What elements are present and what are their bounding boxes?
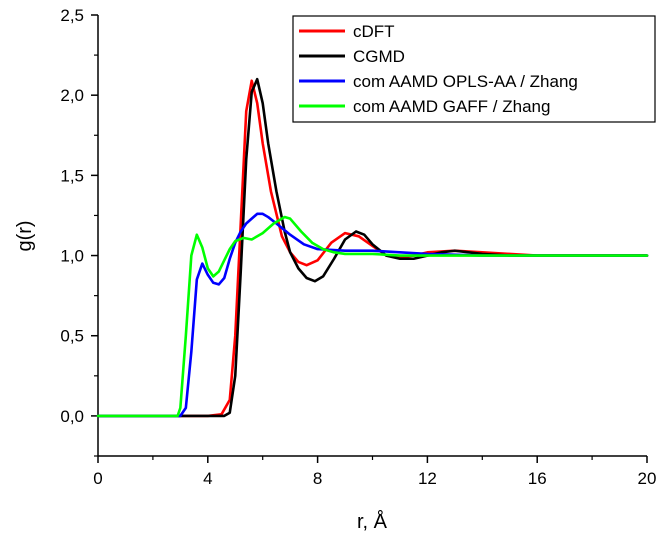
legend-label: CGMD: [353, 47, 405, 66]
y-tick-label: 0,0: [60, 407, 84, 426]
series-line-4: [96, 215, 649, 418]
tick-labels: 0 4 8 12 16 20 0,0 0,5 1,0 1,5 2,0 2,5: [60, 6, 656, 488]
x-tick-label: 12: [418, 469, 437, 488]
legend-box: [292, 15, 656, 123]
series-lines: [96, 77, 649, 418]
series-line-3: [96, 212, 649, 418]
y-tick-label: 1,0: [60, 247, 84, 266]
x-tick-label: 16: [528, 469, 547, 488]
legend-label: com AAMD OPLS-AA / Zhang: [353, 72, 578, 91]
x-tick-label: 20: [638, 469, 657, 488]
legend-label: cDFT: [353, 22, 395, 41]
legend-label: com AAMD GAFF / Zhang: [353, 97, 550, 116]
y-tick-label: 2,5: [60, 6, 84, 25]
series-line-2: [96, 77, 649, 418]
x-tick-label: 0: [93, 469, 102, 488]
x-axis-title: r, Å: [357, 510, 388, 533]
y-axis-title: g(r): [14, 220, 36, 251]
x-tick-label: 8: [313, 469, 322, 488]
y-tick-label: 0,5: [60, 327, 84, 346]
y-tick-label: 1,5: [60, 166, 84, 185]
y-tick-label: 2,0: [60, 86, 84, 105]
legend: cDFT CGMD com AAMD OPLS-AA / Zhang com AAMD…: [292, 15, 656, 123]
series-line-1: [96, 79, 649, 418]
x-tick-label: 4: [203, 469, 212, 488]
